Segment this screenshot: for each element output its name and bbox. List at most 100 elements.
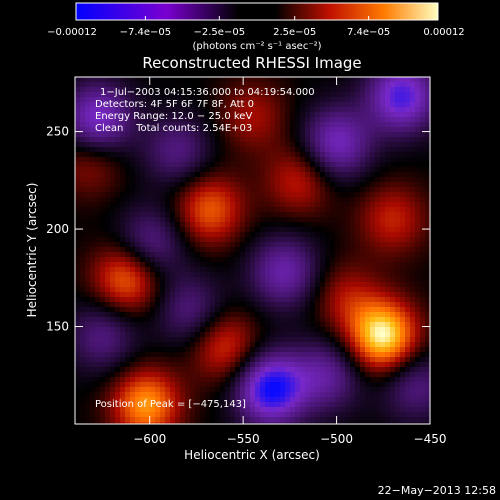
heatmap-cell [340, 222, 346, 228]
heatmap-cell [215, 217, 221, 223]
heatmap-cell [290, 217, 296, 223]
heatmap-cell [315, 262, 321, 268]
heatmap-cell [370, 77, 376, 83]
heatmap-cell [155, 357, 161, 363]
heatmap-cell [185, 132, 191, 138]
heatmap-cell [115, 272, 121, 278]
heatmap-cell [125, 422, 131, 424]
heatmap-cell [150, 237, 156, 243]
heatmap-cell [115, 77, 121, 83]
heatmap-cell [170, 367, 176, 373]
heatmap-cell [335, 287, 341, 293]
heatmap-cell [150, 222, 156, 228]
heatmap-cell [315, 162, 321, 168]
heatmap-cell [95, 297, 101, 303]
heatmap-cell [160, 382, 166, 388]
heatmap-cell [345, 287, 351, 293]
heatmap-cell [360, 342, 366, 348]
heatmap-cell [325, 422, 331, 424]
heatmap-cell [400, 267, 406, 273]
heatmap-cell [230, 212, 236, 218]
heatmap-cell [370, 227, 376, 233]
heatmap-cell [260, 282, 266, 288]
heatmap-cell [235, 322, 241, 328]
heatmap-cell [165, 112, 171, 118]
heatmap-cell [315, 292, 321, 298]
heatmap-cell [115, 317, 121, 323]
heatmap-cell [365, 142, 371, 148]
heatmap-cell [110, 192, 116, 198]
heatmap-cell [290, 102, 296, 108]
heatmap-cell [215, 102, 221, 108]
heatmap-cell [75, 387, 81, 393]
heatmap-cell [100, 177, 106, 183]
heatmap-cell [150, 182, 156, 188]
heatmap-cell [130, 422, 136, 424]
heatmap-cell [345, 412, 351, 418]
heatmap-cell [80, 382, 86, 388]
heatmap-cell [345, 217, 351, 223]
heatmap-cell [95, 127, 101, 133]
heatmap-cell [405, 157, 411, 163]
heatmap-cell [300, 242, 306, 248]
heatmap-cell [110, 387, 116, 393]
heatmap-cell [110, 322, 116, 328]
heatmap-cell [390, 277, 396, 283]
heatmap-cell [185, 312, 191, 318]
heatmap-cell [360, 362, 366, 368]
heatmap-cell [305, 217, 311, 223]
heatmap-cell [380, 317, 386, 323]
heatmap-cell [305, 227, 311, 233]
heatmap-cell [425, 347, 430, 353]
heatmap-cell [330, 102, 336, 108]
heatmap-cell [400, 392, 406, 398]
heatmap-cell [90, 237, 96, 243]
heatmap-cell [310, 422, 316, 424]
heatmap-cell [130, 162, 136, 168]
heatmap-cell [275, 102, 281, 108]
heatmap-cell [345, 132, 351, 138]
heatmap-cell [155, 87, 161, 93]
heatmap-cell [275, 357, 281, 363]
heatmap-cell [105, 222, 111, 228]
heatmap-cell [425, 207, 430, 213]
heatmap-cell [295, 292, 301, 298]
heatmap-cell [400, 102, 406, 108]
heatmap-cell [225, 242, 231, 248]
heatmap-cell [160, 317, 166, 323]
heatmap-cell [170, 77, 176, 83]
heatmap-cell [330, 312, 336, 318]
heatmap-cell [390, 247, 396, 253]
heatmap-cell [345, 302, 351, 308]
heatmap-cell [425, 412, 430, 418]
heatmap-cell [310, 387, 316, 393]
heatmap-cell [125, 342, 131, 348]
heatmap-cell [245, 362, 251, 368]
heatmap-cell [155, 102, 161, 108]
heatmap-cell [330, 137, 336, 143]
heatmap-cell [365, 382, 371, 388]
heatmap-cell [185, 137, 191, 143]
heatmap-cell [255, 212, 261, 218]
heatmap-cell [310, 202, 316, 208]
heatmap-cell [145, 157, 151, 163]
heatmap-cell [270, 192, 276, 198]
heatmap-cell [210, 127, 216, 133]
heatmap-cell [135, 352, 141, 358]
heatmap-cell [165, 277, 171, 283]
heatmap-cell [260, 287, 266, 293]
heatmap-cell [155, 417, 161, 423]
heatmap-cell [360, 87, 366, 93]
heatmap-cell [385, 197, 391, 203]
heatmap-cell [135, 362, 141, 368]
heatmap-cell [80, 327, 86, 333]
heatmap-cell [400, 202, 406, 208]
heatmap-cell [390, 367, 396, 373]
heatmap-cell [240, 152, 246, 158]
heatmap-cell [75, 332, 81, 338]
heatmap-cell [275, 407, 281, 413]
heatmap-cell [390, 232, 396, 238]
heatmap-cell [205, 162, 211, 168]
heatmap-cell [295, 192, 301, 198]
heatmap-cell [255, 337, 261, 343]
